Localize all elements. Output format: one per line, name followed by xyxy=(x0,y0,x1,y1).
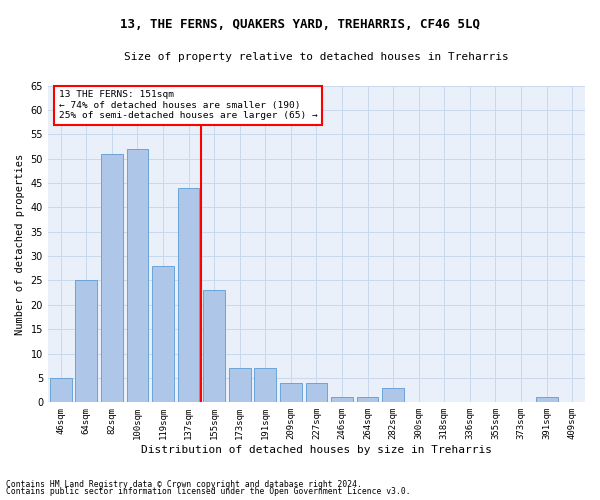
Bar xyxy=(357,398,379,402)
Bar xyxy=(382,388,404,402)
Text: Contains public sector information licensed under the Open Government Licence v3: Contains public sector information licen… xyxy=(6,487,410,496)
Bar xyxy=(229,368,251,402)
Bar xyxy=(331,398,353,402)
Title: Size of property relative to detached houses in Treharris: Size of property relative to detached ho… xyxy=(124,52,509,62)
X-axis label: Distribution of detached houses by size in Treharris: Distribution of detached houses by size … xyxy=(141,445,492,455)
Text: Contains HM Land Registry data © Crown copyright and database right 2024.: Contains HM Land Registry data © Crown c… xyxy=(6,480,362,489)
Y-axis label: Number of detached properties: Number of detached properties xyxy=(15,154,25,334)
Bar xyxy=(152,266,174,402)
Bar xyxy=(178,188,199,402)
Bar xyxy=(203,290,225,403)
Text: 13 THE FERNS: 151sqm
← 74% of detached houses are smaller (190)
25% of semi-deta: 13 THE FERNS: 151sqm ← 74% of detached h… xyxy=(59,90,317,120)
Bar xyxy=(127,149,148,403)
Bar xyxy=(101,154,123,402)
Text: 13, THE FERNS, QUAKERS YARD, TREHARRIS, CF46 5LQ: 13, THE FERNS, QUAKERS YARD, TREHARRIS, … xyxy=(120,18,480,30)
Bar xyxy=(50,378,71,402)
Bar xyxy=(536,398,557,402)
Bar xyxy=(254,368,276,402)
Bar xyxy=(76,280,97,402)
Bar xyxy=(305,383,328,402)
Bar xyxy=(280,383,302,402)
